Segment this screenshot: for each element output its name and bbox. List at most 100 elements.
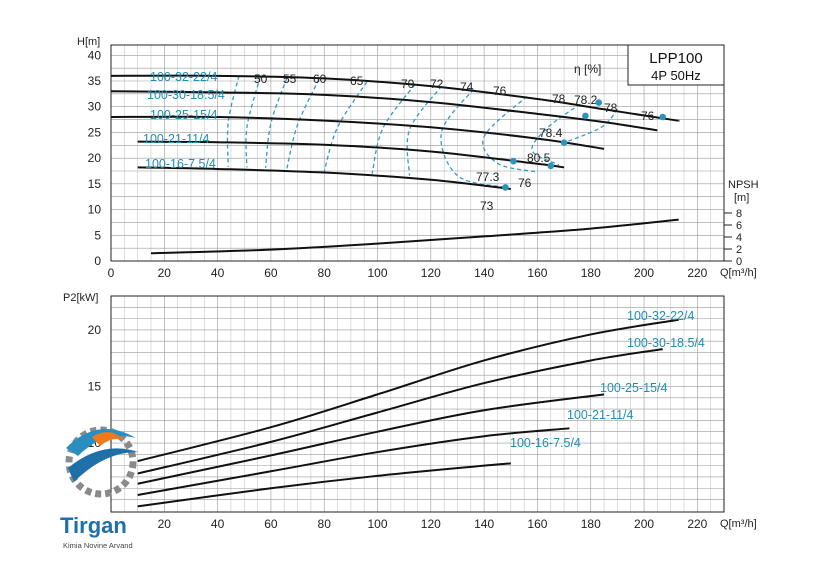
power-series-label: 100-30-18.5/4 — [627, 336, 705, 350]
efficiency-point — [659, 113, 666, 121]
y-tick-label: 10 — [88, 203, 102, 217]
power-curves — [137, 318, 679, 508]
y-tick-label: 35 — [88, 74, 102, 88]
head-series-label: 100-32-22/4 — [150, 70, 217, 84]
x-tick-label: 60 — [264, 266, 278, 280]
flame-icon — [92, 432, 124, 446]
x-tick-label: 80 — [318, 517, 332, 531]
efficiency-label: 50 — [254, 72, 268, 86]
efficiency-point — [560, 139, 568, 147]
power-x-ticks: 20 40 60 80 100 120 140 160 180 200 220 — [158, 517, 708, 531]
y-tick-label: 15 — [88, 379, 102, 393]
x-tick-label: 60 — [264, 517, 278, 531]
npsh-axis-unit: [m] — [734, 192, 749, 204]
efficiency-axis-label: η [%] — [574, 62, 601, 76]
head-curve — [110, 74, 680, 122]
efficiency-label: 78.2 — [574, 93, 598, 107]
npsh-tick-label: 2 — [736, 244, 742, 256]
head-series-label: 100-30-18.5/4 — [147, 88, 225, 102]
x-tick-label: 20 — [158, 266, 172, 280]
head-x-ticks: 0 20 40 60 80 100 120 140 160 180 200 220 — [108, 266, 708, 280]
logo-tagline: Kimia Novine Arvand — [63, 541, 133, 550]
power-curve — [137, 462, 511, 508]
x-tick-label: 140 — [474, 517, 494, 531]
npsh-tick-label: 0 — [736, 256, 742, 268]
power-grid — [111, 296, 724, 512]
head-series-label: 100-25-15/4 — [150, 108, 217, 122]
head-axis-label: H[m] — [77, 36, 100, 48]
head-x-axis-label: Q[m³/h] — [720, 267, 757, 279]
x-tick-label: 180 — [581, 266, 601, 280]
efficiency-contour — [482, 95, 538, 173]
power-series-label: 100-25-15/4 — [600, 381, 667, 395]
wave-icon-2 — [68, 448, 138, 482]
x-tick-label: 100 — [368, 266, 388, 280]
head-curve — [137, 140, 565, 169]
x-tick-label: 120 — [421, 517, 441, 531]
y-tick-label: 0 — [94, 254, 101, 268]
head-y-ticks: 0 5 10 15 20 25 30 35 40 — [88, 48, 102, 268]
tirgan-logo: Tirgan Kimia Novine Arvand — [60, 426, 138, 550]
efficiency-contour — [286, 79, 320, 169]
efficiency-label: 73 — [480, 199, 494, 213]
npsh-tick-label: 4 — [736, 232, 742, 244]
head-series-label: 100-16-7.5/4 — [145, 157, 216, 171]
power-series-label: 100-32-22/4 — [627, 309, 694, 323]
head-curve — [110, 90, 658, 132]
power-curve — [137, 318, 679, 463]
efficiency-point — [510, 157, 517, 165]
efficiency-label: 76 — [518, 176, 532, 190]
x-tick-label: 220 — [687, 266, 707, 280]
efficiency-point — [502, 184, 509, 191]
x-tick-label: 100 — [368, 517, 388, 531]
power-curve — [137, 427, 570, 497]
x-tick-label: 0 — [108, 266, 115, 280]
x-tick-label: 140 — [474, 266, 494, 280]
efficiency-contour — [264, 77, 288, 168]
head-series-label: 100-21-11/4 — [143, 132, 210, 146]
head-curve — [137, 166, 511, 190]
power-axis-label: P2[kW] — [63, 292, 98, 304]
x-tick-label: 160 — [527, 266, 547, 280]
y-tick-label: 25 — [88, 125, 102, 139]
x-tick-label: 40 — [211, 266, 225, 280]
efficiency-contour — [440, 88, 506, 189]
x-tick-label: 120 — [421, 266, 441, 280]
head-curves — [110, 74, 680, 255]
model-box — [627, 44, 725, 86]
power-series-label: 100-16-7.5/4 — [510, 436, 581, 450]
power-series-label: 100-21-11/4 — [567, 408, 634, 422]
x-tick-label: 200 — [634, 517, 654, 531]
npsh-curve — [150, 218, 679, 255]
efficiency-label: 76 — [641, 109, 655, 123]
x-tick-label: 80 — [318, 266, 332, 280]
x-tick-label: 20 — [158, 517, 172, 531]
efficiency-label: 60 — [313, 72, 327, 86]
x-tick-label: 180 — [581, 517, 601, 531]
efficiency-contour — [226, 75, 240, 167]
efficiency-contour — [563, 108, 618, 144]
x-tick-label: 220 — [687, 517, 707, 531]
efficiency-label: 80.5 — [527, 151, 551, 165]
x-tick-label: 160 — [527, 517, 547, 531]
head-series-labels: 100-32-22/4 100-30-18.5/4 100-25-15/4 100-2… — [143, 70, 225, 171]
efficiency-point — [582, 112, 589, 120]
head-curve — [110, 115, 605, 150]
power-curve — [137, 393, 605, 485]
power-curve — [137, 348, 663, 475]
npsh-tick-label: 6 — [736, 220, 742, 232]
efficiency-point — [547, 162, 555, 170]
efficiency-contour — [245, 76, 261, 168]
efficiency-point — [595, 99, 603, 106]
model-name: LPP100 — [649, 50, 702, 67]
y-tick-label: 30 — [88, 100, 102, 114]
efficiency-label: 55 — [283, 72, 297, 86]
efficiency-label: 78.4 — [539, 126, 563, 140]
x-tick-label: 40 — [211, 517, 225, 531]
efficiency-label: 78 — [604, 101, 618, 115]
y-tick-label: 20 — [88, 151, 102, 165]
efficiency-label: 77.3 — [476, 170, 500, 184]
y-tick-label: 15 — [88, 177, 102, 191]
